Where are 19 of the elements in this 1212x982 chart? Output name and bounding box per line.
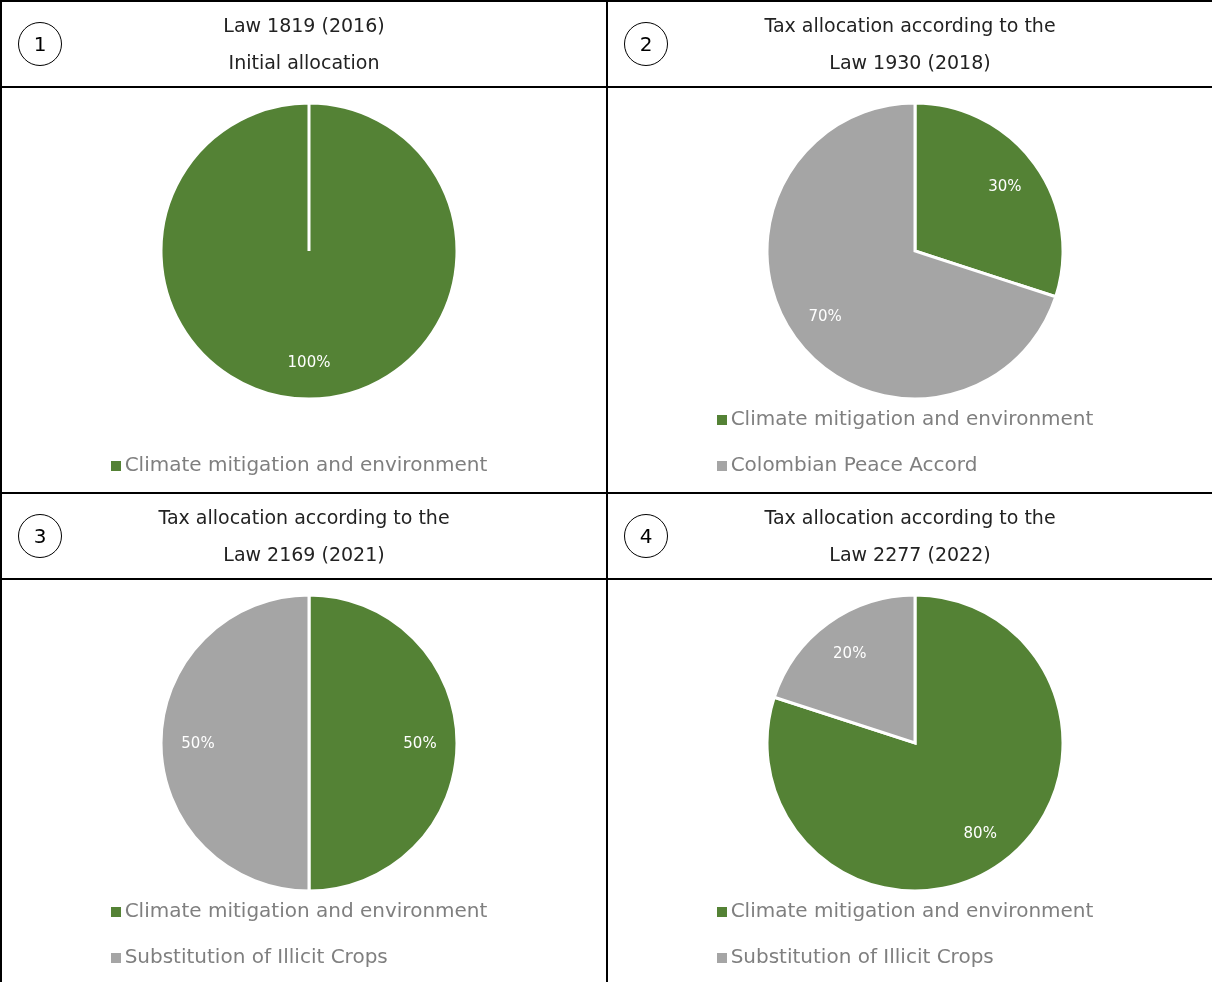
data-label: 50% xyxy=(181,734,215,752)
data-label: 20% xyxy=(833,644,867,663)
legend-label: Climate mitigation and environment xyxy=(730,406,1094,430)
legend-label: Colombian Peace Accord xyxy=(730,452,978,476)
legend-label: Climate mitigation and environment xyxy=(730,898,1094,922)
data-label: 80% xyxy=(963,823,997,842)
legend-label: Climate mitigation and environment xyxy=(124,898,488,922)
data-label: 30% xyxy=(988,176,1022,195)
data-label: 100% xyxy=(287,353,331,371)
chart-title: Tax allocation according to the Law 1930 (2018) xyxy=(763,13,1057,75)
chart-subtitle: Initial allocation xyxy=(227,50,381,75)
chart-title: Tax allocation according to the Law 2277 (2022) xyxy=(763,505,1057,567)
data-label: 70% xyxy=(808,307,842,326)
chart-title: Law 1819 (2016) xyxy=(222,13,386,38)
data-label: 50% xyxy=(403,734,437,752)
chart-title: Tax allocation according to the Law 2169 (2021) xyxy=(157,505,451,567)
legend-label: Substitution of Illicit Crops xyxy=(124,944,388,968)
legend-label: Substitution of Illicit Crops xyxy=(730,944,994,968)
legend-label: Climate mitigation and environment xyxy=(124,452,488,476)
